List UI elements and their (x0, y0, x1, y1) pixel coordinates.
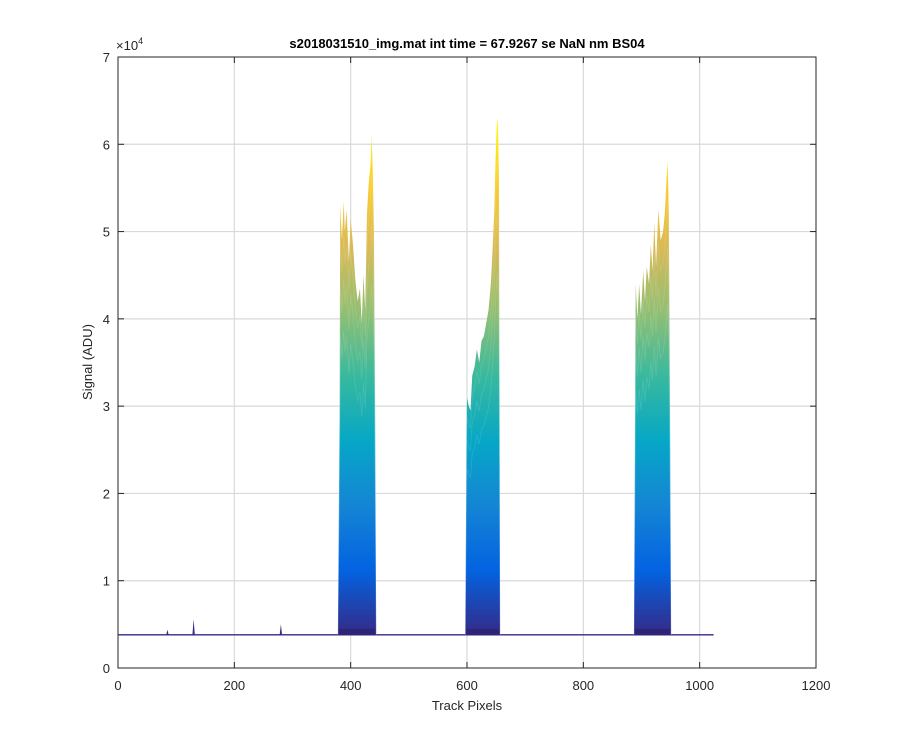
x-axis-label: Track Pixels (432, 698, 503, 713)
y-tick-label: 6 (103, 137, 110, 152)
x-tick-label: 800 (572, 678, 594, 693)
peak-area-3 (633, 161, 672, 635)
x-tick-label: 1200 (802, 678, 831, 693)
y-tick-label: 2 (103, 486, 110, 501)
peak-ridge-2 (464, 211, 501, 635)
data-layer (118, 118, 714, 636)
y-tick-labels: 0 1 2 3 4 5 6 7 (103, 50, 110, 676)
peak-ridge-3 (633, 303, 672, 635)
peak-ridge-1 (337, 175, 377, 635)
tick-marks (117, 56, 817, 669)
peak-ridge-2 (464, 273, 501, 635)
peak-ridge-1 (337, 225, 377, 635)
peak-area-1 (337, 135, 377, 635)
spike-mark (166, 629, 169, 635)
y-tick-label: 1 (103, 574, 110, 589)
peak-base-2 (466, 628, 499, 635)
peak-base-3 (635, 628, 671, 635)
x-tick-label: 600 (456, 678, 478, 693)
x-tick-label: 200 (223, 678, 245, 693)
peak-ridge-3 (633, 199, 672, 635)
y-tick-label: 0 (103, 661, 110, 676)
y-exponent-base: ×10 (116, 38, 138, 53)
peak-base-1 (339, 628, 376, 635)
y-exponent-label: ×104 (116, 36, 143, 53)
peak-ridge-1 (337, 285, 377, 635)
peak-ridge-2 (464, 159, 501, 635)
y-tick-label: 3 (103, 399, 110, 414)
spike-mark (192, 619, 195, 635)
y-tick-label: 4 (103, 312, 110, 327)
y-tick-label: 7 (103, 50, 110, 65)
y-axis-label: Signal (ADU) (80, 324, 95, 400)
peak-ridge-3 (633, 246, 672, 635)
spike-mark (279, 624, 283, 635)
x-tick-label: 1000 (685, 678, 714, 693)
x-tick-label: 0 (114, 678, 121, 693)
y-exponent-power: 4 (138, 36, 143, 46)
chart-title: s2018031510_img.mat int time = 67.9267 s… (289, 36, 645, 51)
y-tick-label: 5 (103, 225, 110, 240)
x-tick-label: 400 (340, 678, 362, 693)
x-tick-labels: 0 200 400 600 800 1000 1200 (114, 678, 830, 693)
peak-area-2 (465, 118, 501, 635)
